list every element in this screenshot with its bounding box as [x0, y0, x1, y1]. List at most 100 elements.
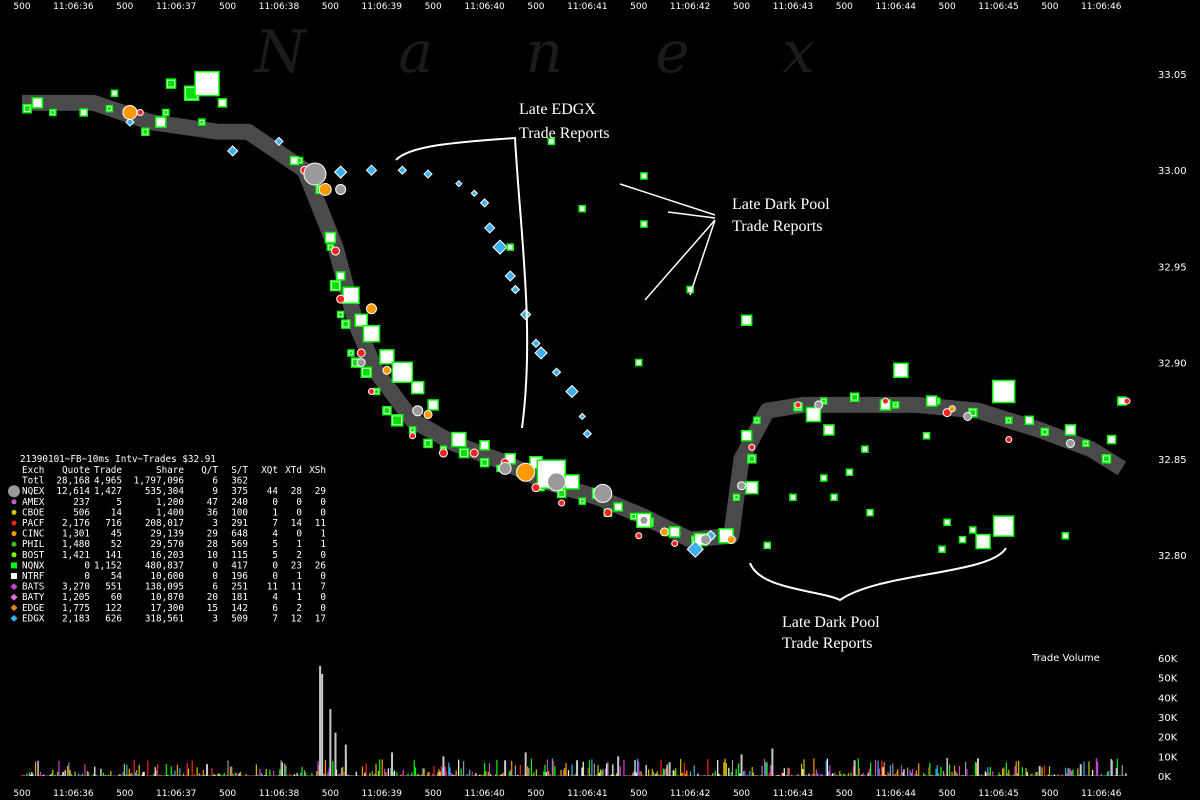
legend-cell: NQEX	[22, 486, 45, 497]
top-tick-label: 11:06:38	[259, 2, 300, 12]
legend-cell: 20	[207, 592, 218, 603]
trade-point-ntrf	[362, 324, 381, 343]
trade-point-cinc	[382, 365, 392, 375]
bottom-tick-label: 500	[527, 789, 544, 799]
trade-point-ntrf	[893, 362, 909, 379]
trade-point-nqnx-fill	[164, 110, 168, 114]
legend-marker	[11, 562, 17, 569]
legend-cell: 28	[291, 486, 302, 497]
legend-cell: 29,570	[150, 539, 184, 550]
bottom-tick-label: 500	[322, 789, 339, 799]
legend-cell: 1	[272, 507, 278, 518]
trade-point-nqnx-fill	[353, 359, 360, 366]
top-tick-label: 11:06:43	[773, 2, 813, 12]
trade-point-nqex	[1065, 438, 1075, 448]
late-dark-pool-point	[992, 515, 1015, 537]
legend-cell: EDGX	[22, 613, 45, 624]
annotation-late-dark-pool-upper-line1: Late Dark Pool	[732, 196, 830, 213]
legend-marker	[11, 541, 17, 547]
legend-cell: 9	[212, 486, 218, 497]
trade-point-ntrf	[805, 406, 822, 423]
late-dark-pool-point	[938, 545, 946, 553]
legend-cell: 1,301	[62, 529, 90, 540]
price-tick-label: 32.90	[1158, 359, 1187, 370]
legend-column-header: Trade	[94, 465, 122, 476]
legend-cell: 0	[84, 560, 90, 571]
late-dark-pool-point	[820, 474, 828, 482]
trade-point-ntrf	[342, 286, 360, 305]
legend-cell: 141	[105, 550, 122, 561]
legend-cell: 1,797,096	[134, 476, 184, 487]
trade-point-nqnx-fill	[51, 110, 55, 114]
legend-cell: 2	[296, 550, 302, 561]
top-tick-label: 11:06:41	[567, 2, 607, 12]
legend-cell: 14	[111, 507, 123, 518]
legend-cell: 0	[320, 603, 326, 614]
trade-point-nqnx-fill	[375, 389, 379, 393]
legend-cell: 1,152	[94, 560, 122, 571]
trade-point-ntrf	[354, 313, 368, 328]
legend-cell: 23	[291, 560, 302, 571]
legend-cell: 1,480	[62, 539, 90, 550]
trade-point-ntrf	[1024, 415, 1035, 426]
volume-bars	[21, 665, 1127, 776]
trade-point-nqnx-fill	[411, 428, 415, 432]
legend-cell: 0	[272, 497, 278, 508]
trade-point-pacf	[438, 448, 448, 458]
legend-column-header: XTd	[285, 465, 302, 476]
trade-point-pacf	[336, 294, 346, 304]
legend-cell: 1,427	[94, 486, 122, 497]
top-tick-label: 500	[527, 2, 544, 12]
price-tick-label: 33.00	[1158, 166, 1187, 177]
trade-point-nqnx-fill	[1103, 456, 1109, 462]
legend-cell: 17,300	[150, 603, 184, 614]
legend-cell: 44	[267, 486, 279, 497]
legend-cell: 10,870	[150, 592, 184, 603]
bottom-tick-label: 11:06:39	[362, 789, 403, 799]
legend-cell: 2,176	[62, 518, 90, 529]
legend-cell: 6	[212, 582, 218, 593]
legend-cell: PHIL	[22, 539, 45, 550]
legend-column-header: Exch	[22, 465, 44, 476]
legend-cell: 29,139	[150, 529, 184, 540]
legend-marker	[8, 485, 20, 498]
top-tick-label: 500	[1041, 2, 1058, 12]
trade-point-ntrf	[740, 429, 753, 442]
legend-cell: 291	[231, 518, 248, 529]
legend-cell: 251	[231, 582, 248, 593]
late-dark-pool-point	[845, 468, 854, 477]
annotation-arrow-4	[689, 219, 716, 296]
legend-cell: 208,017	[145, 518, 184, 529]
legend-marker	[10, 604, 18, 612]
legend-cell: 45	[111, 529, 122, 540]
trade-point-ntrf	[110, 89, 119, 97]
legend-cell: 1,200	[156, 497, 184, 508]
trade-point-nqnx-fill	[580, 499, 584, 503]
late-dark-pool-point	[789, 493, 797, 502]
trade-point-nqnx-fill	[393, 416, 402, 425]
annotation-late-edgx-bracket	[395, 136, 529, 429]
trade-point-ntrf	[1106, 434, 1117, 445]
legend-cell: 0	[320, 507, 326, 518]
late-dark-pool-point	[547, 137, 556, 146]
legend-cell: 11	[315, 518, 326, 529]
trade-point-edgx	[578, 412, 586, 421]
trade-point-nqnx-fill	[362, 368, 370, 376]
legend-cell: 54	[111, 571, 123, 582]
legend-cell: 362	[231, 476, 248, 487]
legend-cell: EDGE	[22, 603, 44, 614]
trade-point-pacf	[748, 443, 756, 451]
legend-cell: 0	[212, 571, 218, 582]
late-dark-pool-point	[640, 172, 648, 180]
trade-point-nqnx-fill	[200, 120, 204, 124]
trade-point-edgx	[686, 540, 704, 558]
legend-cell: 14	[291, 518, 303, 529]
trade-point-ntrf	[1064, 424, 1077, 436]
legend-cell: 10	[207, 550, 218, 561]
legend-marker	[10, 583, 18, 591]
annotation-arrow-2	[667, 211, 716, 219]
legend-marker	[11, 552, 17, 558]
legend-cell: 1,400	[156, 507, 184, 518]
trade-point-edgx	[125, 117, 135, 127]
